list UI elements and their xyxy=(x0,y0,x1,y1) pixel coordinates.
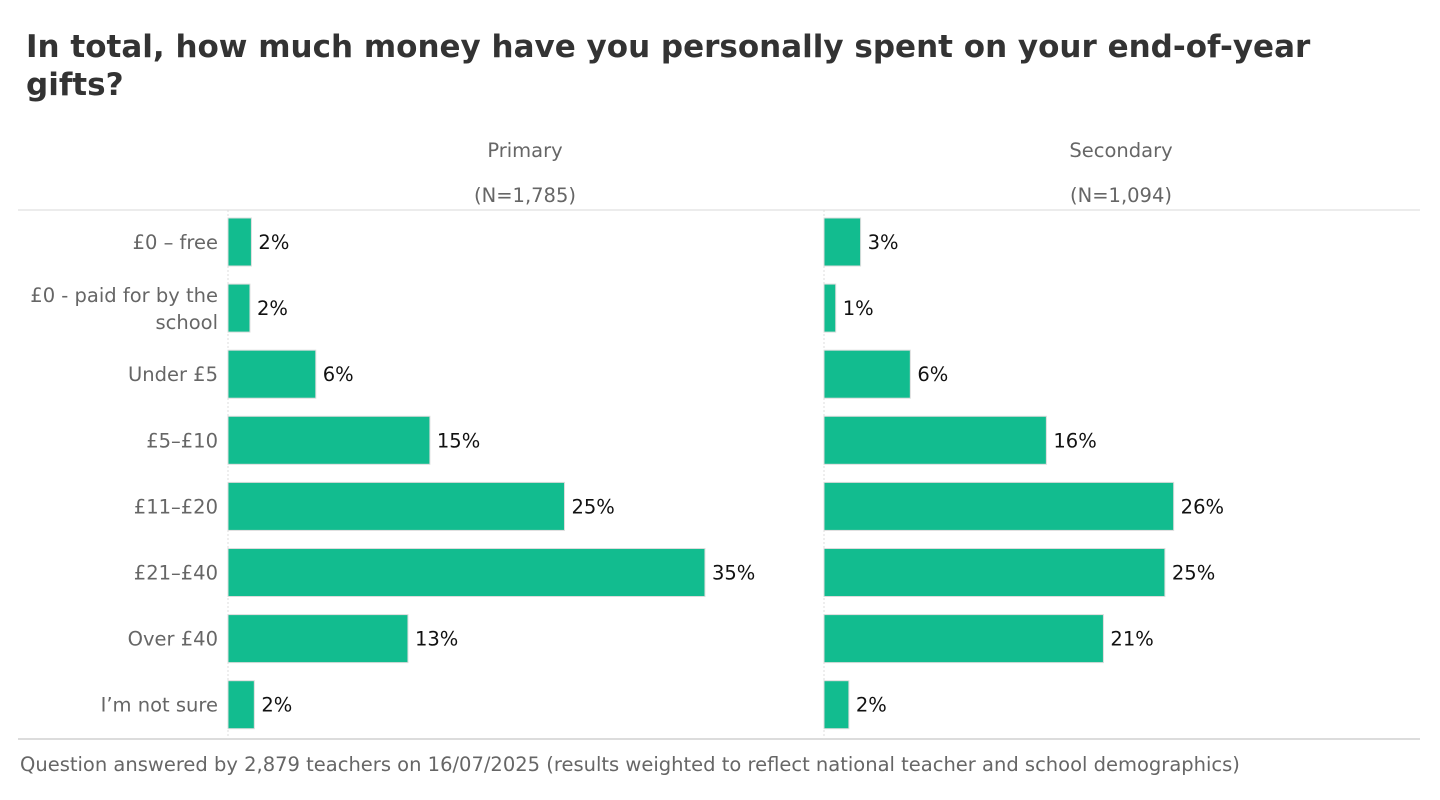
value-label-primary: 2% xyxy=(257,297,288,320)
value-label-secondary: 6% xyxy=(917,363,948,386)
panel-headers: Primary (N=1,785) Secondary (N=1,094) xyxy=(474,139,1173,207)
bar-secondary xyxy=(823,680,850,730)
category-label: Under £5 xyxy=(128,363,218,386)
panel-title-primary: Primary xyxy=(487,139,562,162)
value-label-primary: 6% xyxy=(323,363,354,386)
value-label-secondary: 2% xyxy=(856,694,887,717)
category-label: Over £40 xyxy=(128,628,218,651)
value-label-secondary: 3% xyxy=(868,231,899,254)
bar-primary xyxy=(227,217,252,267)
value-label-secondary: 21% xyxy=(1110,628,1153,651)
category-label: £0 - paid for by the school xyxy=(30,284,218,334)
category-label: I’m not sure xyxy=(101,694,218,717)
category-label: £0 – free xyxy=(133,231,218,254)
bar-primary xyxy=(227,548,706,597)
bar-primary xyxy=(227,415,431,465)
panel-sample-size-secondary: (N=1,094) xyxy=(1070,184,1172,207)
value-label-primary: 15% xyxy=(437,429,480,452)
bar-secondary xyxy=(823,283,837,333)
category-label: £11–£20 xyxy=(134,495,218,518)
value-label-primary: 2% xyxy=(261,694,292,717)
value-label-secondary: 25% xyxy=(1172,562,1215,585)
bar-secondary xyxy=(823,614,1104,664)
value-label-primary: 25% xyxy=(571,495,614,518)
bars xyxy=(227,217,1175,730)
value-labels: 2% 2% 6% 15% 25% 35% 13% 2% 3% 1% 6% 16% 26% 25% 21% 2% xyxy=(257,231,1224,717)
bar-secondary xyxy=(823,481,1175,531)
bar-primary xyxy=(227,614,409,664)
category-label: £21–£40 xyxy=(134,562,218,585)
bar-primary xyxy=(227,283,251,333)
bar-secondary xyxy=(823,349,911,399)
bar-secondary xyxy=(823,415,1047,465)
chart-footnote: Question answered by 2,879 teachers on 1… xyxy=(20,753,1240,776)
value-label-primary: 13% xyxy=(415,628,458,651)
panel-title-secondary: Secondary xyxy=(1069,139,1172,162)
value-label-primary: 35% xyxy=(712,562,755,585)
value-label-secondary: 1% xyxy=(843,297,874,320)
category-labels: £0 – free £0 - paid for by the school Under… xyxy=(30,231,218,717)
value-label-secondary: 16% xyxy=(1053,429,1096,452)
bar-primary xyxy=(227,680,255,730)
panel-sample-size-primary: (N=1,785) xyxy=(474,184,576,207)
chart-title: In total, how much money have you person… xyxy=(26,29,1311,103)
category-label: £5–£10 xyxy=(146,429,218,452)
bar-primary xyxy=(227,349,317,399)
bar-secondary xyxy=(823,217,862,267)
value-label-primary: 2% xyxy=(258,231,289,254)
value-label-secondary: 26% xyxy=(1181,495,1224,518)
bar-primary xyxy=(227,481,565,531)
bar-secondary xyxy=(823,548,1166,597)
